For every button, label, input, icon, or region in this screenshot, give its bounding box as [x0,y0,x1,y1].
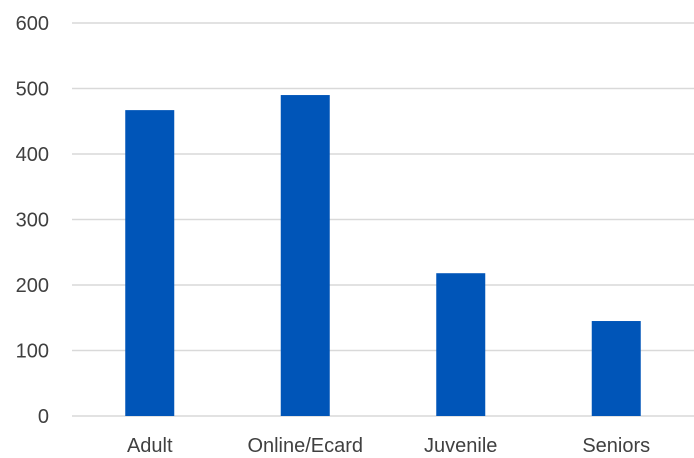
y-axis-tick-labels: 0 100 200 300 400 500 600 [16,13,49,428]
bar-online-ecard [280,95,330,417]
bar-juvenile [436,273,486,416]
x-tick-label-juvenile: Juvenile [424,435,497,457]
gridlines [72,22,694,417]
bar-adult [125,110,175,417]
x-tick-label-adult: Adult [127,435,173,457]
y-tick-label-100: 100 [16,341,49,363]
y-tick-label-400: 400 [16,144,49,166]
x-axis-tick-labels: Adult Online/Ecard Juvenile Seniors [127,435,650,457]
x-tick-label-seniors: Seniors [582,435,650,457]
y-tick-label-600: 600 [16,13,49,35]
y-tick-label-300: 300 [16,210,49,232]
bars [125,95,641,417]
bar-seniors [591,321,641,416]
y-tick-label-500: 500 [16,79,49,101]
y-tick-label-200: 200 [16,275,49,297]
x-tick-label-online-ecard: Online/Ecard [247,435,363,457]
y-tick-label-0: 0 [38,406,49,428]
